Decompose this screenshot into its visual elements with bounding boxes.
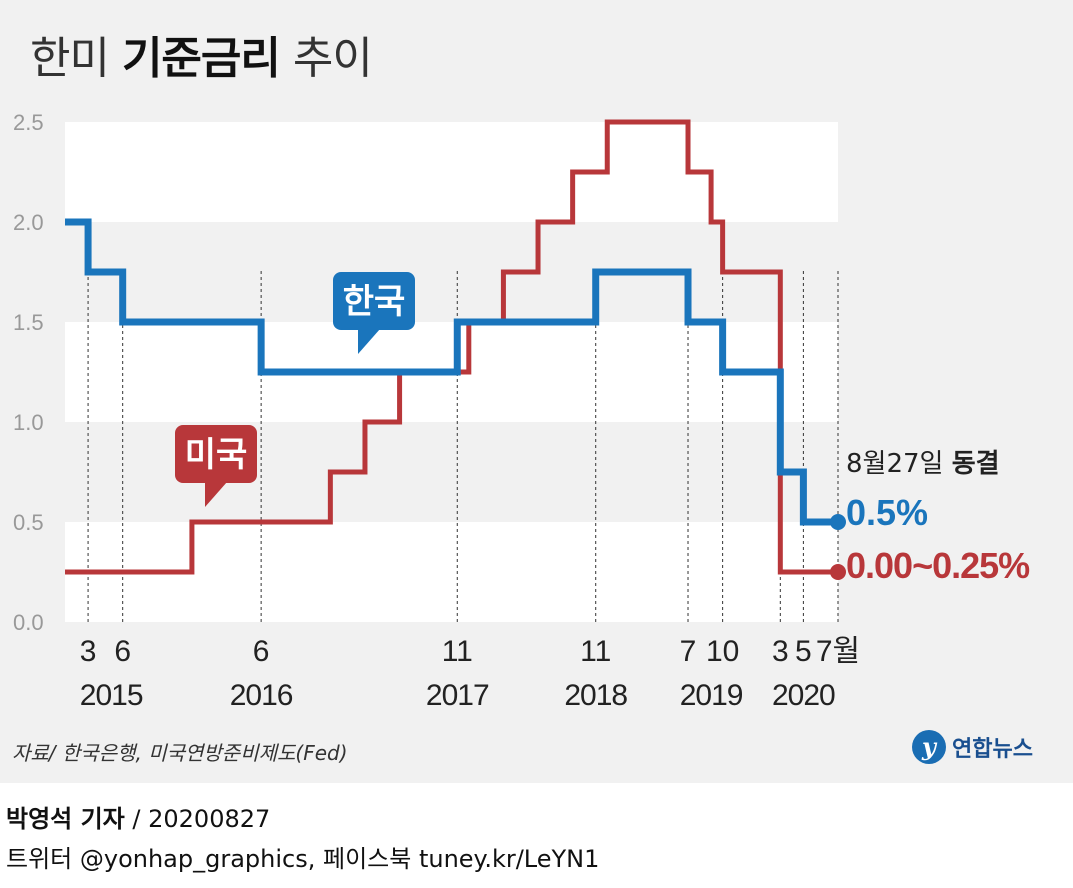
byline-date: 20200827 <box>148 805 271 833</box>
title-part: 한미 <box>30 33 122 84</box>
korea-callout: 한국 <box>333 272 415 354</box>
us-callout-label: 미국 <box>185 435 248 475</box>
x-tick-label: 7 <box>680 635 697 668</box>
y-tick-label: 0.0 <box>13 610 44 635</box>
us-callout: 미국 <box>175 425 257 507</box>
yonhap-logo-text: 연합뉴스 <box>952 737 1033 762</box>
year-label: 2020 <box>772 679 835 712</box>
source-text: 자료/ 한국은행, 미국연방준비제도(Fed) <box>12 741 348 765</box>
us-end-point <box>830 564 846 580</box>
byline-separator: / <box>124 805 149 833</box>
korea-callout-tail <box>358 329 380 354</box>
korea-end-point <box>830 514 846 530</box>
y-tick-label: 1.0 <box>13 410 44 435</box>
freeze-annotation: 8월27일 동결 <box>846 449 1000 479</box>
year-label: 2019 <box>680 679 743 712</box>
korea-rate-line <box>65 218 838 526</box>
chart-title: 한미 기준금리 추이 <box>30 22 373 86</box>
byline: 박영석 기자 / 20200827 <box>6 799 270 834</box>
yonhap-logo-icon: y <box>912 730 946 764</box>
freeze-date: 8월27일 <box>846 449 952 479</box>
footer: 박영석 기자 / 20200827 트위터 @yonhap_graphics, … <box>0 783 1073 888</box>
x-tick-label: 10 <box>706 635 739 668</box>
x-tick-label: 3 <box>80 635 97 668</box>
korea-callout-label: 한국 <box>343 282 406 322</box>
x-tick-label: 6 <box>114 635 131 668</box>
social-links: 트위터 @yonhap_graphics, 페이스북 tuney.kr/LeYN… <box>6 845 600 873</box>
year-label: 2016 <box>230 679 293 712</box>
x-tick-label: 11 <box>580 635 611 668</box>
y-tick-label: 2.5 <box>13 110 44 135</box>
y-tick-label: 1.5 <box>13 310 44 335</box>
y-tick-label: 0.5 <box>13 510 44 535</box>
title-part: 추이 <box>279 33 373 84</box>
us-callout-tail <box>205 482 227 507</box>
yonhap-logo: y 연합뉴스 <box>912 730 1033 764</box>
grid-band <box>65 122 838 222</box>
korea-rate-value: 0.5% <box>846 492 928 533</box>
x-tick-label: 7월 <box>816 635 860 668</box>
korea-callout-box <box>333 272 415 330</box>
x-tick-label: 11 <box>442 635 473 668</box>
y-tick-label: 2.0 <box>13 210 44 235</box>
us-rate-value: 0.00~0.25% <box>846 545 1030 586</box>
year-label: 2017 <box>426 679 489 712</box>
x-tick-label: 6 <box>253 635 270 668</box>
x-tick-label: 3 <box>772 635 789 668</box>
title-bold: 기준금리 <box>121 33 281 84</box>
year-label: 2015 <box>80 679 143 712</box>
us-callout-box <box>175 425 257 483</box>
x-tick-label: 5 <box>795 635 812 668</box>
us-rate-line <box>65 119 838 575</box>
year-label: 2018 <box>564 679 627 712</box>
reporter-name: 박영석 기자 <box>6 805 125 833</box>
freeze-status: 동결 <box>952 449 1000 479</box>
